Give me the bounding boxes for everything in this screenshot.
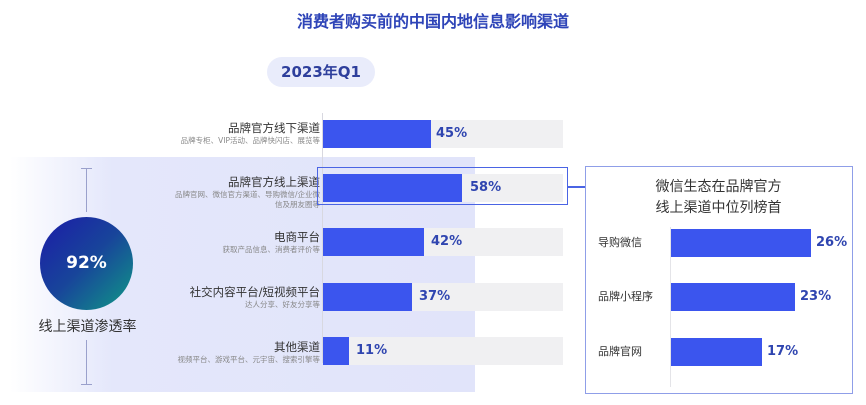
bracket-bottom-line xyxy=(86,340,87,384)
row-subtitle: 视频平台、游戏平台、元宇宙、搜索引擎等 xyxy=(177,355,321,364)
side-row-label: 品牌官网 xyxy=(598,345,642,358)
row-label-ecommerce: 电商平台 获取产品信息、消费者评价等 xyxy=(223,229,321,255)
row-title: 品牌官方线下渠道 xyxy=(228,121,320,135)
bar-track-social: 37% xyxy=(323,283,563,311)
side-row-label: 导购微信 xyxy=(598,236,642,249)
row-title: 电商平台 xyxy=(274,230,320,244)
bar-social xyxy=(323,283,412,311)
row-subtitle: 达人分享、好友分享等 xyxy=(245,300,320,309)
row-subtitle-cont: 信及朋友圈等 xyxy=(275,200,320,209)
side-title-line2: 线上渠道中位列榜首 xyxy=(655,200,782,216)
row-title: 品牌官方线上渠道 xyxy=(228,175,320,189)
side-chart-axis xyxy=(670,227,671,387)
bar-track-ecommerce: 42% xyxy=(323,228,563,256)
bar-other xyxy=(323,337,349,365)
bar-value-other: 11% xyxy=(356,343,388,358)
bar-online xyxy=(323,174,462,202)
wechat-ecosystem-panel: 微信生态在品牌官方 线上渠道中位列榜首 导购微信 26% 品牌小程序 23% 品… xyxy=(585,166,853,394)
chart-title: 消费者购买前的中国内地信息影响渠道 xyxy=(296,12,569,31)
side-panel-title: 微信生态在品牌官方 线上渠道中位列榜首 xyxy=(586,177,851,219)
side-title-line1: 微信生态在品牌官方 xyxy=(655,179,782,195)
side-bar-official-site xyxy=(671,338,762,366)
row-subtitle: 品牌官网、微信官方渠道、导购微信/企业微 xyxy=(174,190,320,199)
row-label-social: 社交内容平台/短视频平台 达人分享、好友分享等 xyxy=(190,284,320,310)
row-subtitle: 获取产品信息、消费者评价等 xyxy=(222,245,321,254)
period-badge: 2023年Q1 xyxy=(267,57,375,87)
side-bar-value: 26% xyxy=(816,235,848,250)
main-chart-axis xyxy=(322,113,323,363)
row-subtitle: 品牌专柜、VIP活动、品牌快闪店、展览等 xyxy=(180,136,320,145)
bracket-top-line xyxy=(86,168,87,212)
callout-connector-line xyxy=(568,186,585,188)
bar-value-social: 37% xyxy=(419,289,451,304)
row-label-other: 其他渠道 视频平台、游戏平台、元宇宙、搜索引擎等 xyxy=(178,339,321,365)
bar-value-ecommerce: 42% xyxy=(431,234,463,249)
online-row-highlight-box xyxy=(317,167,568,205)
penetration-rate-circle: 92% xyxy=(40,217,133,310)
bar-track-other: 11% xyxy=(323,337,563,365)
penetration-rate-label: 线上渠道渗透率 xyxy=(38,319,137,335)
bar-value-offline: 45% xyxy=(436,126,468,141)
side-bar-value: 23% xyxy=(800,289,832,304)
bracket-bottom-cap xyxy=(81,384,92,385)
side-bar-mini-program xyxy=(671,283,795,311)
row-label-offline: 品牌官方线下渠道 品牌专柜、VIP活动、品牌快闪店、展览等 xyxy=(181,120,320,146)
side-row-label: 品牌小程序 xyxy=(598,290,653,303)
row-label-online: 品牌官方线上渠道 品牌官网、微信官方渠道、导购微信/企业微 信及朋友圈等 xyxy=(175,174,320,210)
bar-value-online: 58% xyxy=(470,180,502,195)
row-title: 社交内容平台/短视频平台 xyxy=(189,285,320,299)
side-bar-value: 17% xyxy=(767,344,799,359)
bar-track-online: 58% xyxy=(323,174,563,202)
bar-offline xyxy=(323,120,431,148)
row-title: 其他渠道 xyxy=(274,340,320,354)
bar-track-offline: 45% xyxy=(323,120,563,148)
side-bar-guide-wechat xyxy=(671,229,811,257)
bar-ecommerce xyxy=(323,228,424,256)
